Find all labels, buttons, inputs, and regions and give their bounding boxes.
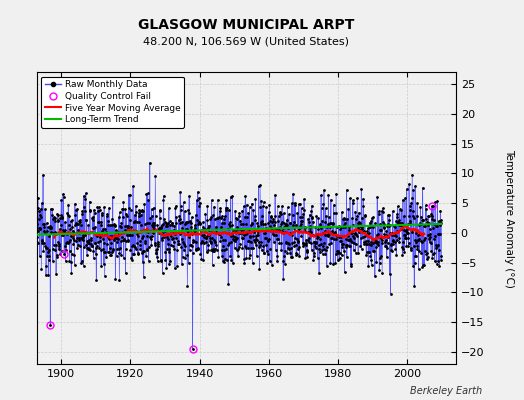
Text: 48.200 N, 106.569 W (United States): 48.200 N, 106.569 W (United States) xyxy=(143,36,350,46)
Y-axis label: Temperature Anomaly (°C): Temperature Anomaly (°C) xyxy=(504,148,514,288)
Legend: Raw Monthly Data, Quality Control Fail, Five Year Moving Average, Long-Term Tren: Raw Monthly Data, Quality Control Fail, … xyxy=(41,76,184,128)
Text: GLASGOW MUNICIPAL ARPT: GLASGOW MUNICIPAL ARPT xyxy=(138,18,354,32)
Text: Berkeley Earth: Berkeley Earth xyxy=(410,386,482,396)
